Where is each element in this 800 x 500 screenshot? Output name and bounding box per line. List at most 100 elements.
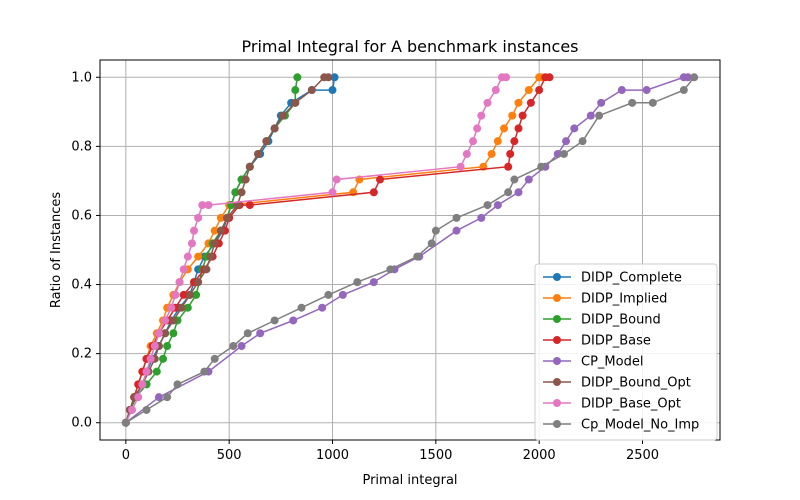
x-tick-label: 500: [217, 448, 242, 463]
data-point: [291, 86, 300, 95]
legend-marker: [553, 315, 561, 323]
data-point: [578, 137, 587, 146]
data-point: [483, 201, 492, 210]
data-point: [597, 98, 606, 107]
data-point: [427, 239, 436, 248]
series-didp-base-opt: [121, 73, 511, 427]
data-point: [183, 252, 192, 261]
data-point: [159, 354, 168, 363]
legend-box: [534, 263, 718, 441]
data-point: [477, 111, 486, 120]
data-point: [683, 73, 692, 82]
y-axis-ticks: 0.0 0.2 0.4 0.6 0.8 1.0: [71, 70, 100, 431]
data-point: [477, 213, 486, 222]
data-point: [194, 252, 203, 261]
data-point: [216, 226, 225, 235]
data-point: [545, 73, 554, 82]
data-point: [210, 354, 219, 363]
legend-marker: [553, 336, 561, 344]
data-point: [121, 418, 130, 427]
data-point: [293, 73, 302, 82]
data-point: [535, 86, 544, 95]
legend-label: DIDP_Complete: [581, 271, 682, 286]
legend: DIDP_Complete DIDP_Implied DIDP_Bound DIDP_…: [534, 263, 718, 441]
data-point: [179, 290, 188, 299]
data-point: [231, 188, 240, 197]
x-axis-ticks: 0 500 1000 1500 2000 2500: [122, 440, 659, 463]
data-point: [161, 329, 170, 338]
data-point: [559, 149, 568, 158]
data-point: [161, 316, 170, 325]
x-tick-label: 2000: [523, 448, 556, 463]
y-tick-label: 0.6: [71, 208, 92, 223]
legend-item: DIDP_Base: [543, 334, 651, 349]
data-point: [487, 149, 496, 158]
data-point: [413, 252, 422, 261]
data-point: [241, 175, 250, 184]
y-tick-label: 0.4: [71, 278, 92, 293]
legend-label: DIDP_Bound: [581, 313, 661, 328]
data-point: [200, 367, 209, 376]
data-point: [514, 124, 523, 133]
data-point: [204, 201, 213, 210]
data-point: [194, 213, 203, 222]
data-point: [183, 303, 192, 312]
data-point: [187, 239, 196, 248]
data-point: [526, 98, 535, 107]
data-point: [194, 278, 203, 287]
data-point: [297, 303, 306, 312]
data-point: [452, 213, 461, 222]
data-point: [289, 316, 298, 325]
data-point: [508, 111, 517, 120]
data-point: [537, 162, 546, 171]
data-point: [175, 278, 184, 287]
legend-item: Cp_Model_No_Imp: [543, 418, 699, 433]
legend-marker: [553, 357, 561, 365]
legend-marker: [553, 273, 561, 281]
x-tick-label: 0: [122, 448, 130, 463]
legend-label: Cp_Model_No_Imp: [581, 418, 699, 433]
legend-item: DIDP_Bound_Opt: [543, 376, 691, 391]
legend-marker: [553, 294, 561, 302]
data-point: [237, 342, 246, 351]
data-point: [353, 278, 362, 287]
data-point: [134, 393, 143, 402]
data-point: [138, 380, 147, 389]
series-line: [125, 76, 507, 424]
legend-marker: [553, 399, 561, 407]
data-point: [504, 188, 513, 197]
legend-item: DIDP_Bound: [543, 313, 661, 328]
data-point: [328, 86, 337, 95]
data-point: [152, 367, 161, 376]
data-point: [690, 73, 699, 82]
data-point: [150, 342, 159, 351]
data-point: [330, 73, 339, 82]
data-point: [493, 201, 502, 210]
data-point: [256, 329, 265, 338]
y-tick-label: 0.0: [71, 416, 92, 431]
plot-border: [99, 59, 721, 441]
x-tick-label: 1500: [419, 448, 452, 463]
x-tick-label: 1000: [316, 448, 349, 463]
data-point: [210, 239, 219, 248]
data-point: [648, 98, 657, 107]
data-point: [307, 86, 316, 95]
data-point: [617, 86, 626, 95]
data-point: [514, 188, 523, 197]
data-point: [142, 367, 151, 376]
data-point: [452, 226, 461, 235]
data-point: [216, 213, 225, 222]
data-point: [167, 303, 176, 312]
data-point: [510, 175, 519, 184]
data-point: [369, 188, 378, 197]
series-cp-model-no-imp: [121, 73, 699, 427]
data-point: [431, 226, 440, 235]
legend-label: DIDP_Base_Opt: [581, 397, 681, 412]
data-point: [586, 111, 595, 120]
data-point: [570, 124, 579, 133]
y-tick-label: 0.2: [71, 347, 92, 362]
data-point: [169, 329, 178, 338]
legend-marker: [553, 420, 561, 428]
y-axis-title: Ratio of Instances: [49, 192, 64, 308]
legend-label: DIDP_Implied: [581, 292, 667, 307]
